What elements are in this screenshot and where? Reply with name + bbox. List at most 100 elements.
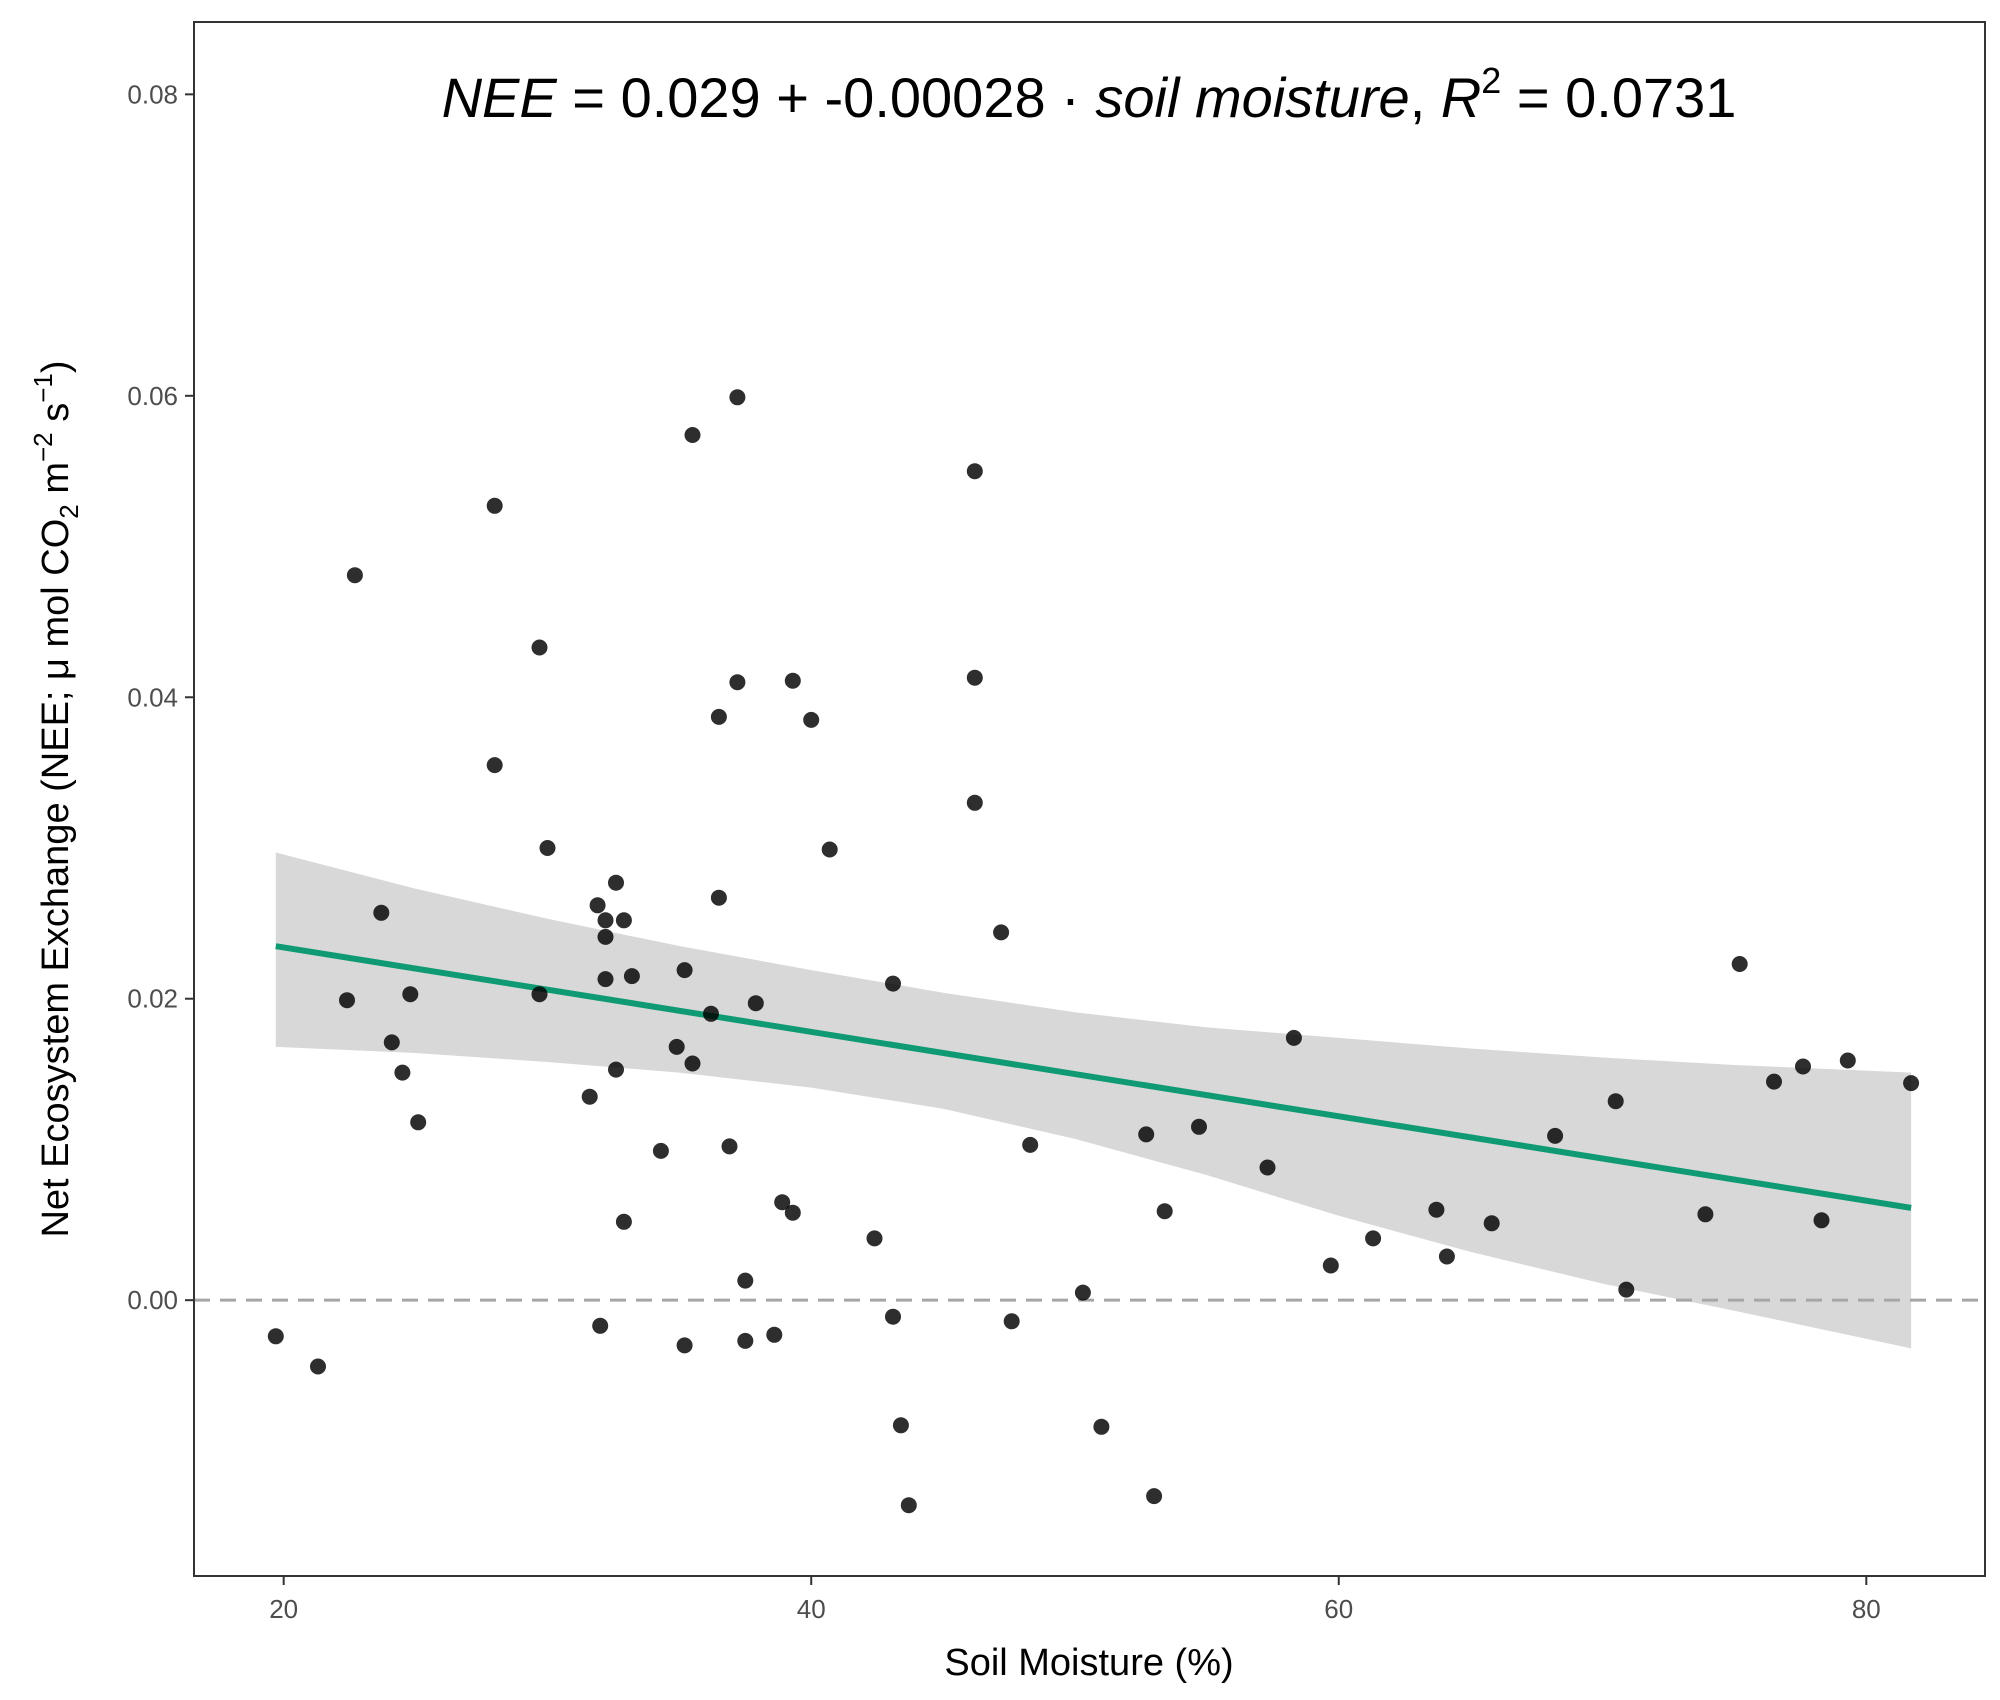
- data-point: [267, 1328, 284, 1345]
- chart-title-equation: NEE = 0.029 + -0.00028 · soil moisture, …: [442, 60, 1737, 129]
- data-point: [1365, 1230, 1382, 1247]
- data-point: [703, 1005, 719, 1022]
- title-equals-2: =: [1501, 66, 1565, 129]
- data-point: [1093, 1418, 1110, 1435]
- title-r: R: [1441, 66, 1481, 129]
- x-tick-label: 20: [269, 1594, 298, 1624]
- data-point: [373, 904, 390, 921]
- data-point: [597, 971, 614, 988]
- data-point: [394, 1064, 411, 1081]
- data-point: [885, 975, 901, 992]
- data-point: [1903, 1075, 1920, 1092]
- data-point: [623, 968, 640, 985]
- data-point: [597, 912, 614, 929]
- data-point: [1156, 1203, 1173, 1220]
- title-variable: soil moisture: [1095, 66, 1409, 129]
- title-r2-value: 0.0731: [1565, 66, 1736, 129]
- y-title-superscript-m: −2: [28, 432, 58, 462]
- data-point: [1438, 1248, 1455, 1265]
- data-point: [608, 1061, 624, 1078]
- title-slope: -0.00028: [825, 66, 1046, 129]
- data-point: [531, 639, 548, 656]
- data-point: [592, 1317, 609, 1334]
- data-point: [608, 874, 624, 891]
- data-point: [1795, 1058, 1811, 1075]
- data-point: [1322, 1257, 1339, 1274]
- y-tick-label: 0.04: [127, 682, 178, 712]
- data-point: [784, 672, 801, 689]
- data-point: [993, 924, 1010, 941]
- data-point: [966, 794, 983, 811]
- data-point: [1074, 1284, 1091, 1301]
- title-r-superscript: 2: [1481, 60, 1501, 101]
- data-point: [966, 669, 983, 686]
- data-point: [486, 757, 503, 774]
- x-axis-title: Soil Moisture (%): [944, 1642, 1233, 1684]
- data-point: [710, 889, 727, 906]
- data-point: [729, 389, 746, 406]
- y-title-part5: ): [35, 360, 77, 373]
- data-point: [383, 1034, 400, 1051]
- data-point: [581, 1088, 598, 1105]
- data-point: [589, 897, 606, 914]
- data-point: [486, 497, 503, 514]
- data-point: [784, 1204, 801, 1221]
- data-point: [1547, 1127, 1564, 1144]
- title-comma: ,: [1410, 66, 1441, 129]
- data-point: [531, 986, 548, 1003]
- data-point: [310, 1358, 326, 1375]
- data-point: [729, 674, 746, 691]
- data-point: [721, 1138, 738, 1155]
- data-point: [539, 840, 556, 856]
- data-point: [1813, 1212, 1830, 1229]
- data-point: [803, 711, 820, 728]
- data-point: [1138, 1126, 1155, 1143]
- panel-border: [193, 21, 1986, 1577]
- title-dot: ·: [1046, 66, 1096, 129]
- data-point: [1483, 1215, 1500, 1232]
- data-point: [1259, 1159, 1276, 1176]
- data-point: [1697, 1206, 1714, 1223]
- data-point: [1146, 1488, 1163, 1505]
- data-point: [1766, 1073, 1782, 1090]
- data-point: [821, 841, 838, 858]
- y-title-part4: s: [35, 403, 77, 433]
- y-title-mu: μ: [35, 658, 77, 680]
- data-point: [652, 1142, 669, 1159]
- plot-area: [194, 389, 1985, 1514]
- y-tick-label: 0.00: [127, 1285, 178, 1315]
- data-point: [668, 1038, 685, 1055]
- title-plus: +: [761, 66, 825, 129]
- data-point: [597, 928, 614, 945]
- y-tick-label: 0.06: [127, 381, 178, 411]
- data-point: [684, 1055, 701, 1072]
- data-point: [339, 992, 355, 1009]
- data-point: [737, 1272, 754, 1289]
- axis-ticks: 20 40 60 80 0.00 0.02 0.04 0.06 0.08: [127, 79, 1880, 1624]
- data-point: [676, 962, 693, 979]
- data-point: [900, 1497, 917, 1514]
- data-point: [684, 427, 701, 443]
- data-point: [676, 1337, 693, 1354]
- x-tick-label: 40: [797, 1594, 826, 1624]
- y-axis-title: Net Ecosystem Exchange (NEE; μ mol CO2 m…: [28, 360, 84, 1237]
- x-tick-label: 80: [1852, 1594, 1881, 1624]
- data-point: [615, 1213, 632, 1230]
- data-point: [615, 912, 632, 929]
- data-point: [1607, 1093, 1624, 1110]
- data-point: [1022, 1136, 1039, 1153]
- y-tick-label: 0.02: [127, 984, 178, 1014]
- data-point: [885, 1308, 901, 1325]
- regression-line: [275, 943, 1912, 1211]
- title-intercept: 0.029: [621, 66, 761, 129]
- data-point: [766, 1326, 783, 1343]
- y-title-superscript-s: −1: [28, 373, 58, 403]
- y-title-part2: mol CO: [35, 519, 77, 658]
- data-point: [866, 1230, 883, 1247]
- data-point: [966, 463, 983, 480]
- data-point: [410, 1114, 427, 1131]
- y-tick-label: 0.08: [127, 79, 178, 109]
- title-nee: NEE: [442, 66, 558, 129]
